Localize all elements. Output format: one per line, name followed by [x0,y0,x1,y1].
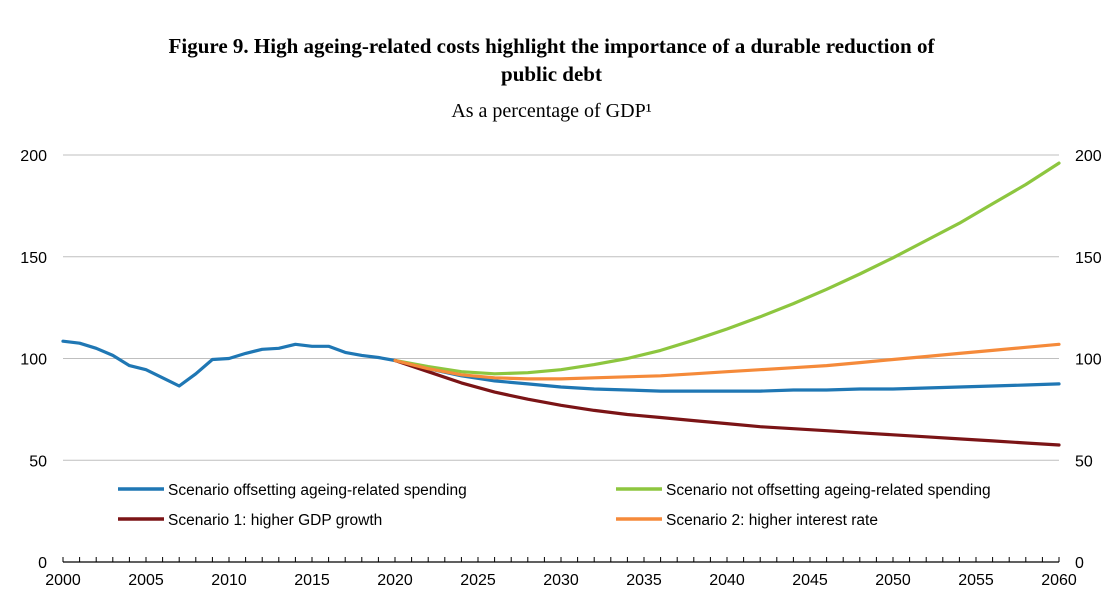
series-layer [61,161,1061,447]
y-tick-left-200: 200 [20,148,47,165]
x-tick-2005: 2005 [128,572,164,589]
y-tick-right-150: 150 [1075,250,1102,267]
x-tick-2020: 2020 [377,572,413,589]
series-line-1 [61,339,1061,393]
x-tick-2040: 2040 [709,572,745,589]
x-tick-2000: 2000 [45,572,81,589]
series-line-4 [393,342,1061,381]
x-tick-2010: 2010 [211,572,247,589]
x-tick-2060: 2060 [1041,572,1077,589]
legend-label-2: Scenario not offsetting ageing-related s… [666,482,991,499]
y-tick-right-200: 200 [1075,148,1102,165]
x-tick-2030: 2030 [543,572,579,589]
x-tick-2025: 2025 [460,572,496,589]
chart-title-line-2: public debt [501,62,602,86]
y-tick-right-100: 100 [1075,352,1102,369]
legend: Scenario offsetting ageing-related spend… [118,482,991,529]
axis-layer: 0 0 50 50 100 100 150 150 200 200 2000 2005 2010 2015… [20,148,1102,589]
y-tick-right-50: 50 [1075,453,1093,470]
x-tick-2050: 2050 [875,572,911,589]
chart-title: Figure 9. High ageing-related costs high… [0,32,1103,88]
x-tick-2035: 2035 [626,572,662,589]
y-tick-left-100: 100 [20,352,47,369]
series-line-3 [393,358,1061,447]
x-tick-2055: 2055 [958,572,994,589]
grid-layer [63,154,1059,461]
series-line-2 [393,161,1061,376]
legend-label-4: Scenario 2: higher interest rate [666,512,878,529]
y-tick-left-150: 150 [20,250,47,267]
chart-subtitle: As a percentage of GDP¹ [451,100,652,122]
x-tick-2015: 2015 [294,572,330,589]
y-tick-right-0: 0 [1075,555,1084,572]
y-tick-left-50: 50 [29,453,47,470]
x-tick-2045: 2045 [792,572,828,589]
legend-label-1: Scenario offsetting ageing-related spend… [168,482,467,499]
y-tick-left-0: 0 [38,555,47,572]
legend-label-3: Scenario 1: higher GDP growth [168,512,382,529]
chart-title-line-1: Figure 9. High ageing-related costs high… [168,34,935,58]
